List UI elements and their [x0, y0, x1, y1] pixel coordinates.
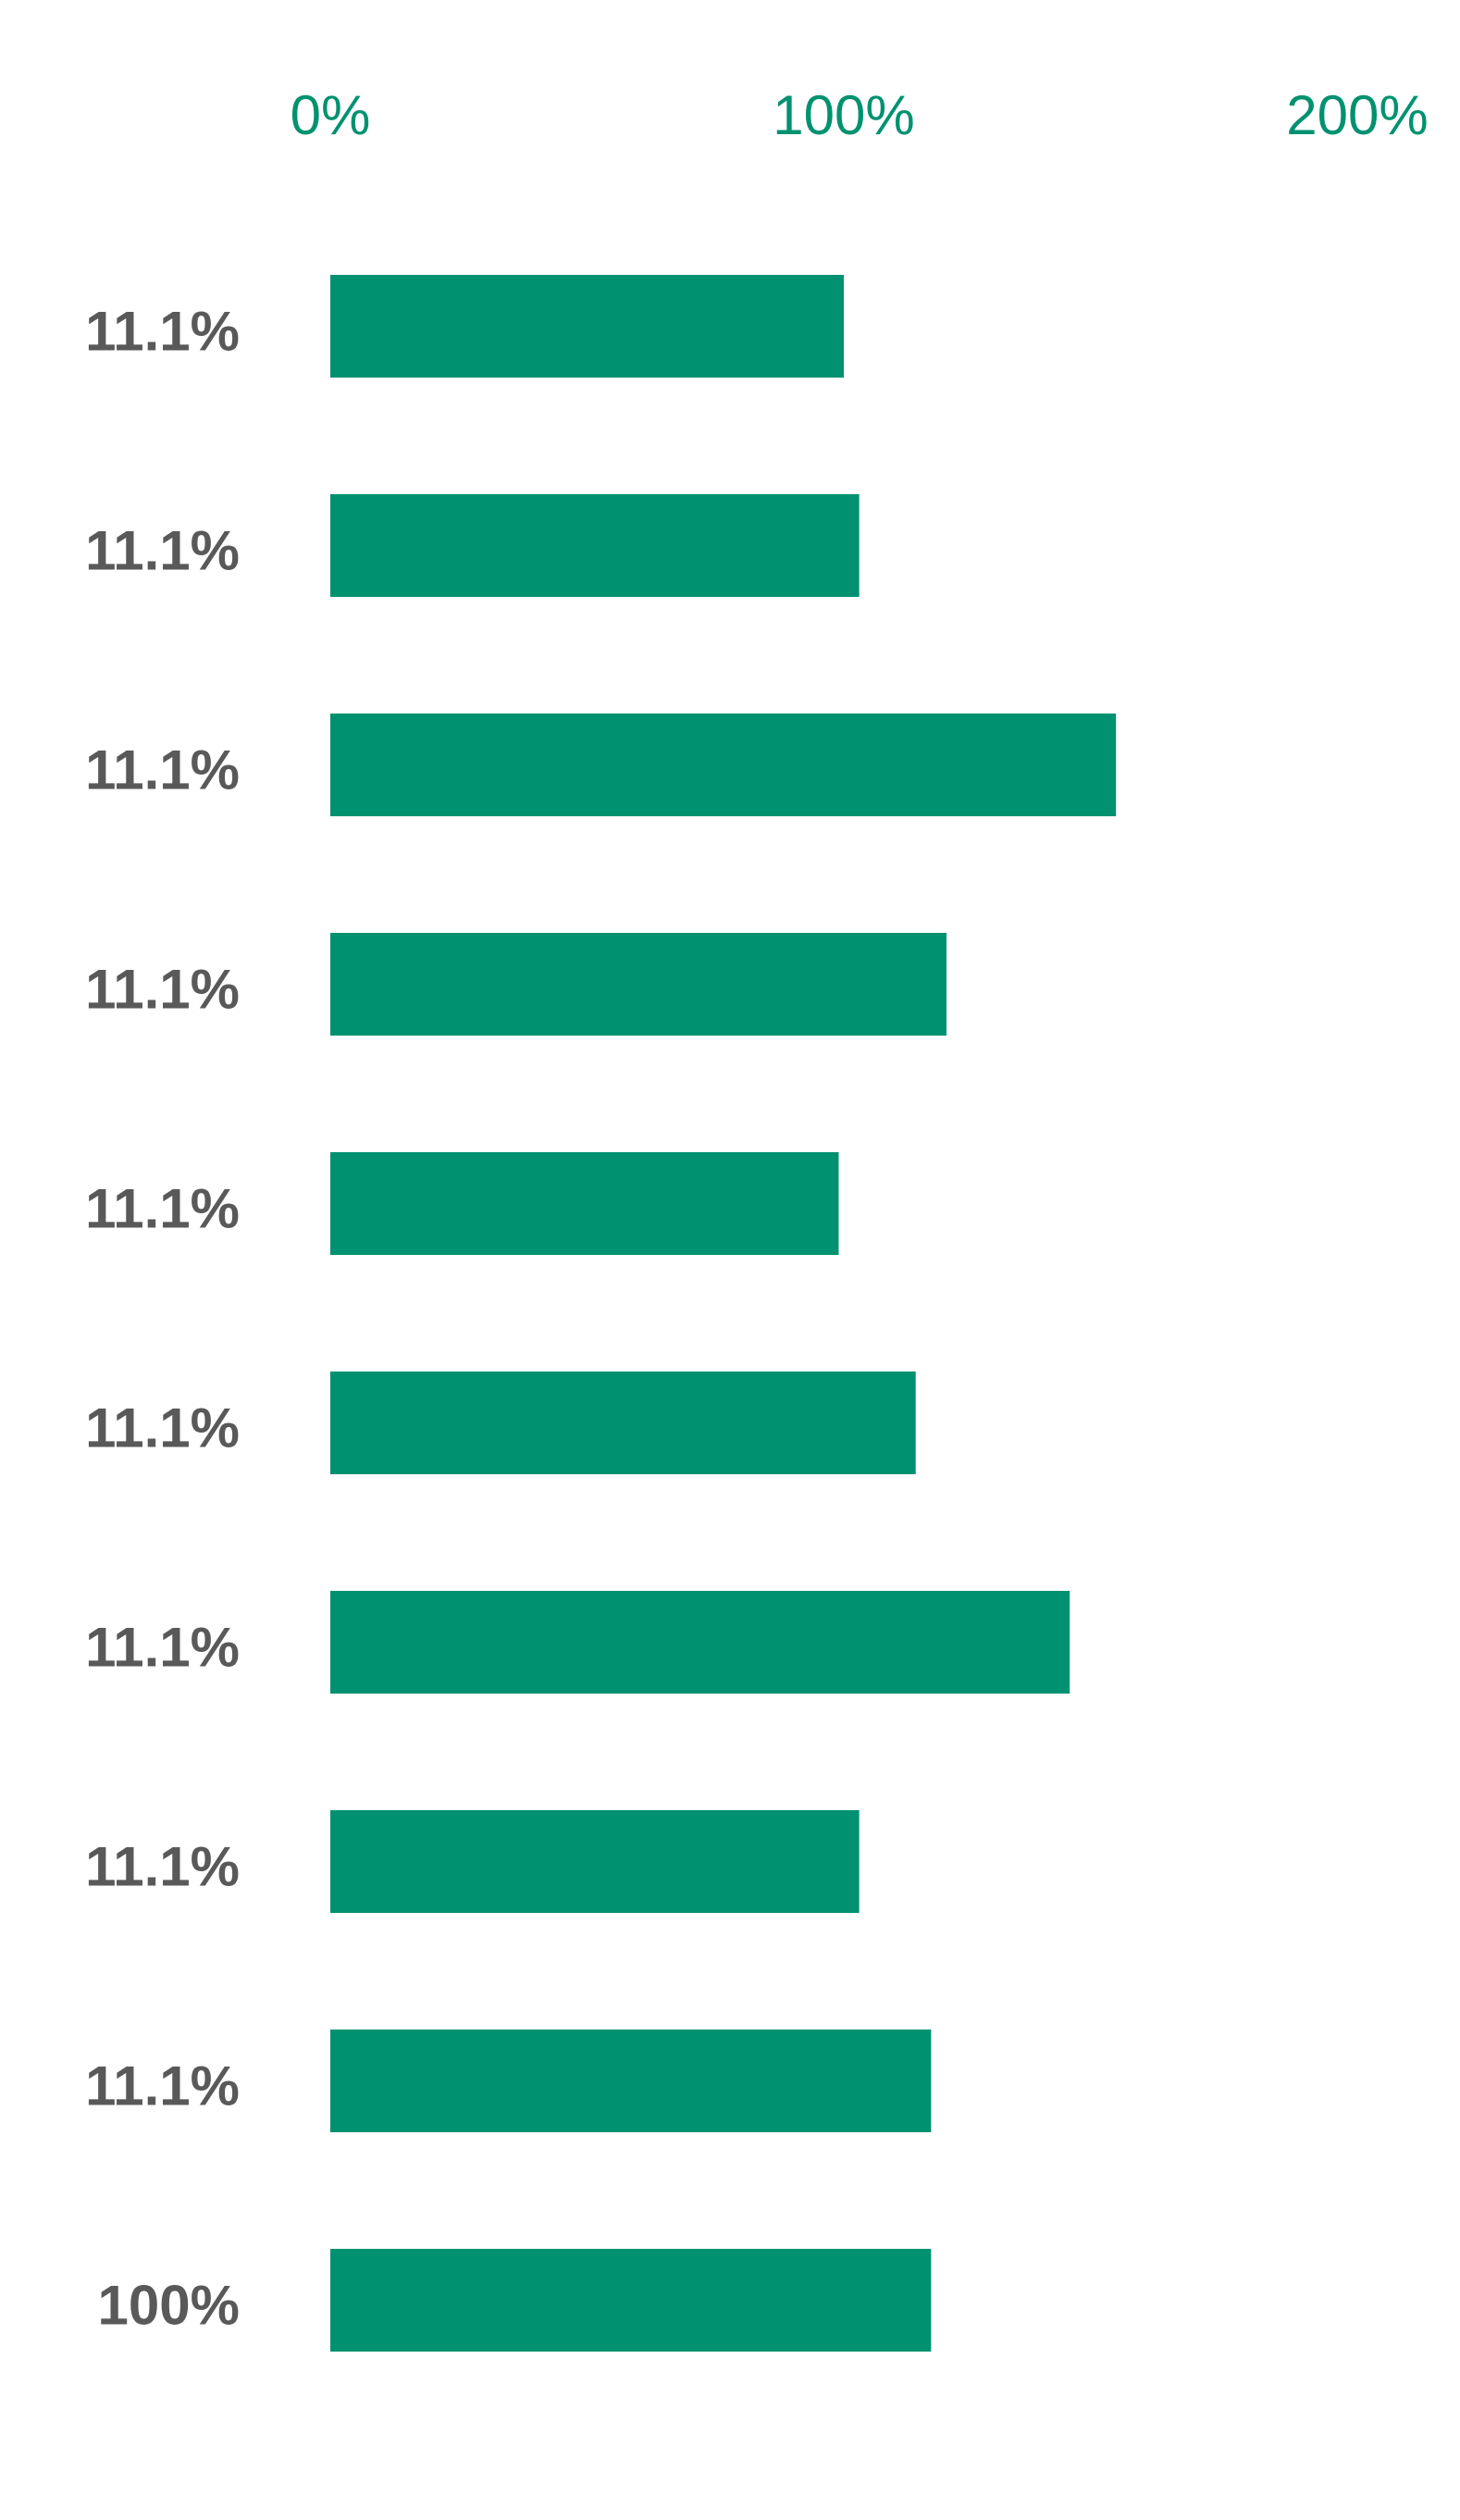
x-tick-label: 100% [773, 84, 914, 146]
bar [330, 714, 1117, 816]
bar [330, 1152, 839, 1255]
y-tick-label: 11.1% [85, 1177, 240, 1239]
y-tick-label: 11.1% [85, 739, 240, 801]
y-tick-label: 11.1% [85, 300, 240, 362]
x-tick-label: 0% [291, 84, 371, 146]
y-tick-label: 11.1% [85, 2054, 240, 2117]
y-tick-label: 11.1% [85, 1397, 240, 1459]
y-tick-label: 11.1% [85, 519, 240, 581]
bar [330, 494, 860, 597]
bar [330, 2030, 932, 2132]
bar [330, 933, 947, 1036]
bar [330, 1372, 916, 1474]
y-tick-label: 11.1% [85, 1616, 240, 1678]
y-tick-label: 100% [98, 2274, 240, 2336]
bar [330, 1810, 860, 1913]
y-tick-label: 11.1% [85, 1835, 240, 1897]
y-tick-label: 11.1% [85, 958, 240, 1020]
bar [330, 275, 844, 378]
x-tick-label: 200% [1286, 84, 1428, 146]
bar [330, 2249, 932, 2352]
bar [330, 1591, 1070, 1694]
